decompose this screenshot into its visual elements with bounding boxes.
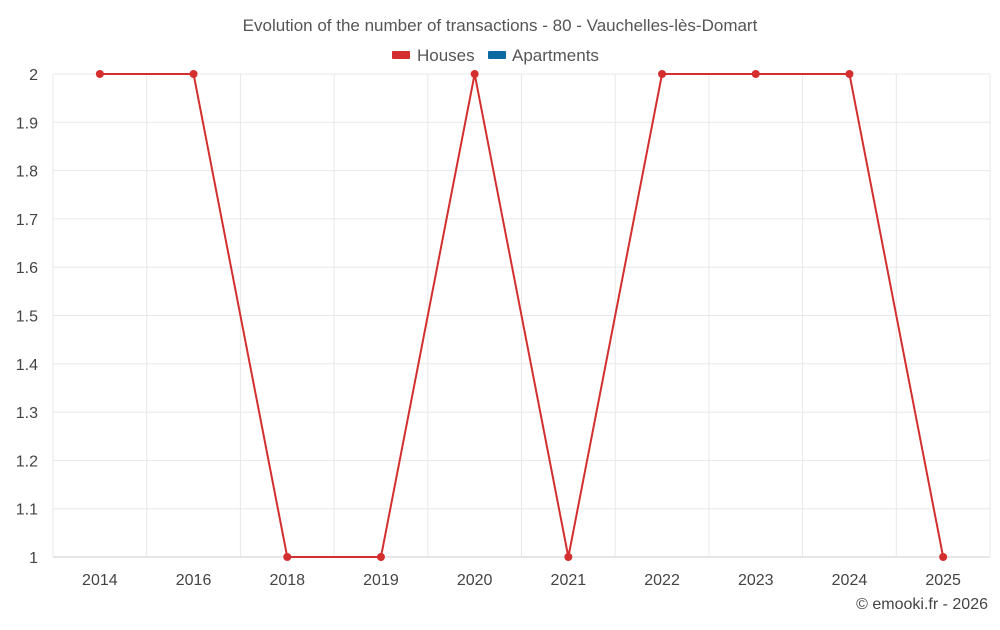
y-tick-label: 1.3: [16, 405, 38, 422]
x-tick-label: 2016: [176, 572, 212, 589]
y-tick-label: 1.1: [16, 502, 38, 519]
data-point-houses[interactable]: [751, 70, 760, 78]
data-point-houses[interactable]: [95, 70, 104, 78]
x-tick-label: 2019: [363, 572, 399, 589]
y-tick-label: 1.5: [16, 309, 38, 326]
y-tick-label: 1.8: [16, 164, 38, 181]
x-tick-label: 2024: [832, 572, 868, 589]
y-tick-label: 1.7: [16, 212, 38, 229]
y-tick-label: 1.4: [16, 357, 38, 374]
x-tick-label: 2018: [269, 572, 305, 589]
legend: Houses Apartments: [392, 46, 599, 65]
legend-item-houses[interactable]: Houses: [392, 46, 475, 65]
legend-swatch-houses: [392, 51, 410, 59]
data-point-houses[interactable]: [658, 70, 667, 78]
x-axis: 2014 2016 2018 2019 2020 2021 2022 2023 2024 2025: [82, 572, 961, 589]
x-tick-label: 2021: [551, 572, 587, 589]
x-tick-label: 2022: [644, 572, 680, 589]
y-tick-label: 1: [29, 550, 38, 567]
data-point-houses[interactable]: [470, 70, 479, 78]
x-tick-label: 2023: [738, 572, 774, 589]
series-line-houses: [99, 73, 945, 558]
legend-label-houses: Houses: [417, 46, 475, 65]
legend-label-apartments: Apartments: [512, 46, 599, 65]
data-point-houses[interactable]: [845, 70, 854, 78]
legend-swatch-apartments: [488, 51, 506, 59]
data-point-houses[interactable]: [564, 553, 573, 561]
y-tick-label: 2: [29, 67, 38, 84]
credit-text: © emooki.fr - 2026: [856, 596, 988, 613]
y-tick-label: 1.2: [16, 453, 38, 470]
data-point-houses[interactable]: [376, 553, 385, 561]
data-point-houses[interactable]: [939, 553, 948, 561]
data-point-houses[interactable]: [283, 553, 292, 561]
x-tick-label: 2025: [925, 572, 961, 589]
data-point-houses[interactable]: [189, 70, 198, 78]
series-group: [95, 70, 948, 561]
y-tick-label: 1.6: [16, 260, 38, 277]
x-tick-label: 2020: [457, 572, 493, 589]
chart-title: Evolution of the number of transactions …: [243, 16, 758, 35]
legend-item-apartments[interactable]: Apartments: [488, 46, 599, 65]
y-tick-label: 1.9: [16, 115, 38, 132]
y-axis: 1 1.1 1.2 1.3 1.4 1.5 1.6 1.7 1.8 1.9 2: [16, 67, 38, 567]
x-tick-label: 2014: [82, 572, 118, 589]
